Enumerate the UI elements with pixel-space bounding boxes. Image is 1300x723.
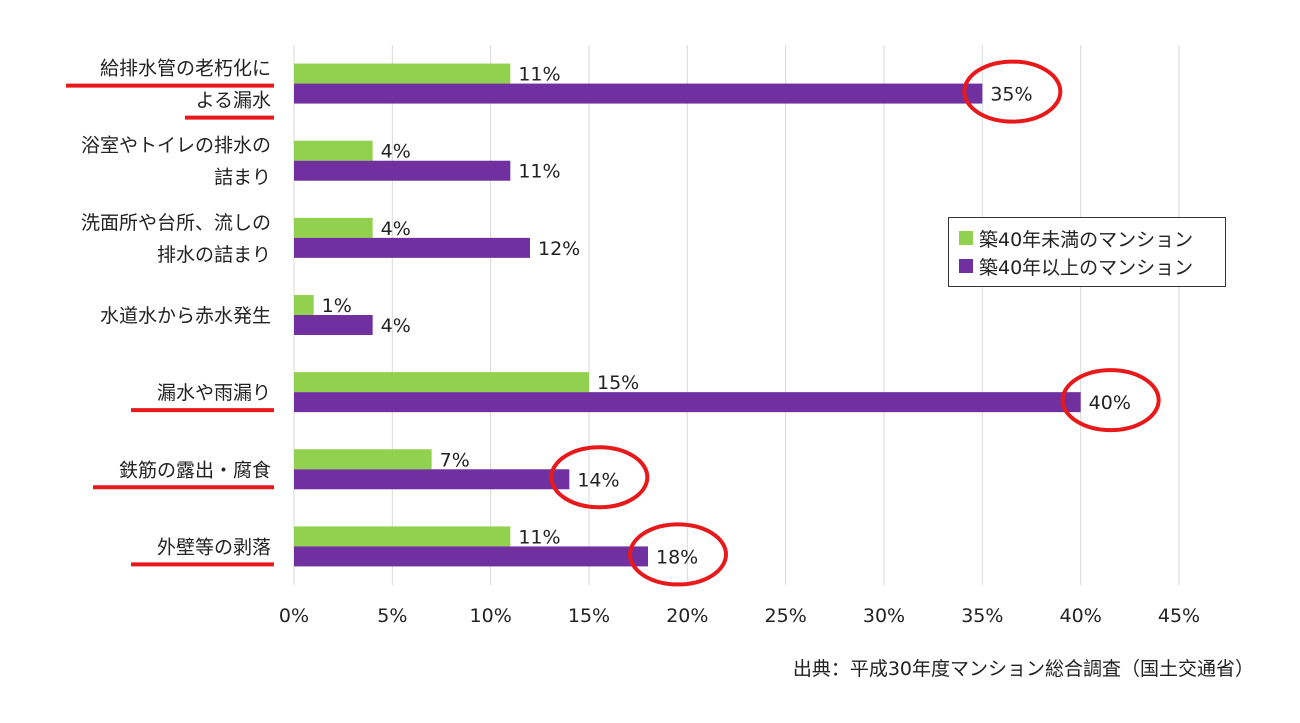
bar [294,63,511,84]
highlight-circle [549,445,650,510]
category-label: 詰まり [214,167,271,189]
highlight-circle [1060,368,1161,433]
data-label: 4% [381,315,411,337]
data-label: 18% [656,546,698,568]
bar [294,140,373,161]
bar [294,526,511,547]
bars: 11% 35% 4% 11% 4% 12% 1% 4% 15% 40% 7% 14% 11% 18% [294,63,1131,568]
x-tick-label: 30% [863,605,905,627]
category-label: 漏水や雨漏り [157,382,271,404]
legend: 築40年未満のマンション 築40年以上のマンション [948,217,1226,287]
data-label: 14% [577,469,619,491]
legend-label: 築40年未満のマンション [979,228,1194,251]
data-label: 4% [381,141,411,163]
legend-label: 築40年以上のマンション [979,256,1194,279]
x-tick-label: 20% [666,605,708,627]
x-tick-label: 45% [1158,605,1200,627]
data-label: 15% [597,372,639,394]
legend-swatch-purple [959,259,973,273]
data-label: 40% [1089,392,1131,414]
category-label: よる漏水 [196,90,271,112]
data-label: 7% [440,449,470,471]
highlight-marks [66,59,1161,587]
category-label: 水道水から赤水発生 [100,305,271,327]
data-label: 11% [518,161,560,183]
x-tick-label: 15% [568,605,610,627]
x-tick-label: 25% [765,605,807,627]
category-label: 外壁等の剥落 [157,536,271,558]
source-note: 出典：平成30年度マンション総合調査（国土交通省） [792,658,1254,680]
category-label: 鉄筋の露出・腐食 [119,459,271,481]
category-label: 洗面所や台所、流しの [81,212,271,234]
bar [294,449,432,470]
data-label: 35% [990,84,1032,106]
category-labels: 給排水管の老朽化による漏水浴室やトイレの排水の詰まり洗面所や台所、流しの排水の詰… [81,58,271,559]
bar [294,295,314,315]
category-label: 浴室やトイレの排水の [81,135,271,157]
data-label: 4% [381,218,411,240]
x-tick-label: 0% [279,605,309,627]
bar [294,217,373,238]
data-label: 11% [518,526,560,548]
highlight-circle [628,522,728,587]
category-label: 排水の詰まり [157,244,271,266]
data-label: 11% [518,64,560,86]
x-tick-label: 10% [470,605,512,627]
x-tick-label: 5% [377,605,407,627]
gridlines [293,45,1180,585]
legend-swatch-green [959,231,973,245]
bar [294,372,589,393]
highlight-circle [962,59,1063,124]
bar [294,237,530,258]
data-label: 12% [538,238,580,260]
bar [294,392,1081,413]
x-axis-ticks: 0% 5% 10% 15% 20% 25% 30% 35% 40% 45% [279,605,1200,627]
bar [294,315,373,335]
x-tick-label: 40% [1060,605,1102,627]
legend-item-under-40: 築40年未満のマンション [959,224,1225,252]
x-tick-label: 35% [961,605,1003,627]
bar [294,469,570,490]
legend-item-over-40: 築40年以上のマンション [959,252,1225,280]
bar [294,83,983,104]
bar [294,160,511,181]
data-label: 1% [322,295,352,317]
category-label: 給排水管の老朽化に [100,58,271,80]
bar [294,546,648,567]
